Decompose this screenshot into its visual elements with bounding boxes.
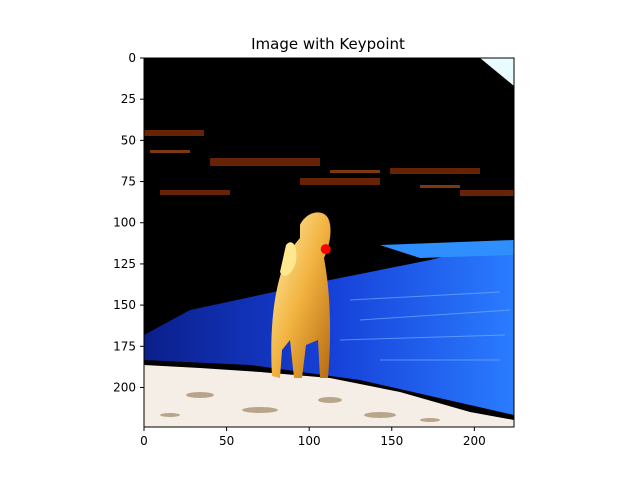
y-axis: 0 25 50 75 100 125 150 175 200 [113,51,144,394]
x-tick-label: 50 [219,434,234,448]
axes-frame [143,57,515,428]
y-tick-label: 25 [121,92,136,106]
x-axis: 0 50 100 150 200 [140,427,486,448]
y-tick-label: 75 [121,175,136,189]
photo-image [144,58,514,427]
keypoint-marker [320,244,331,255]
y-tick-label: 175 [113,339,136,353]
x-tick-label: 150 [380,434,403,448]
x-tick-label: 100 [298,434,321,448]
y-tick-label: 100 [113,216,136,230]
x-tick-label: 0 [140,434,148,448]
x-tick-label: 200 [463,434,486,448]
y-tick-label: 50 [121,133,136,147]
y-tick-label: 200 [113,380,136,394]
y-tick-label: 125 [113,257,136,271]
chart-title: Image with Keypoint [251,35,405,53]
y-tick-label: 0 [128,51,136,65]
y-tick-label: 150 [113,298,136,312]
